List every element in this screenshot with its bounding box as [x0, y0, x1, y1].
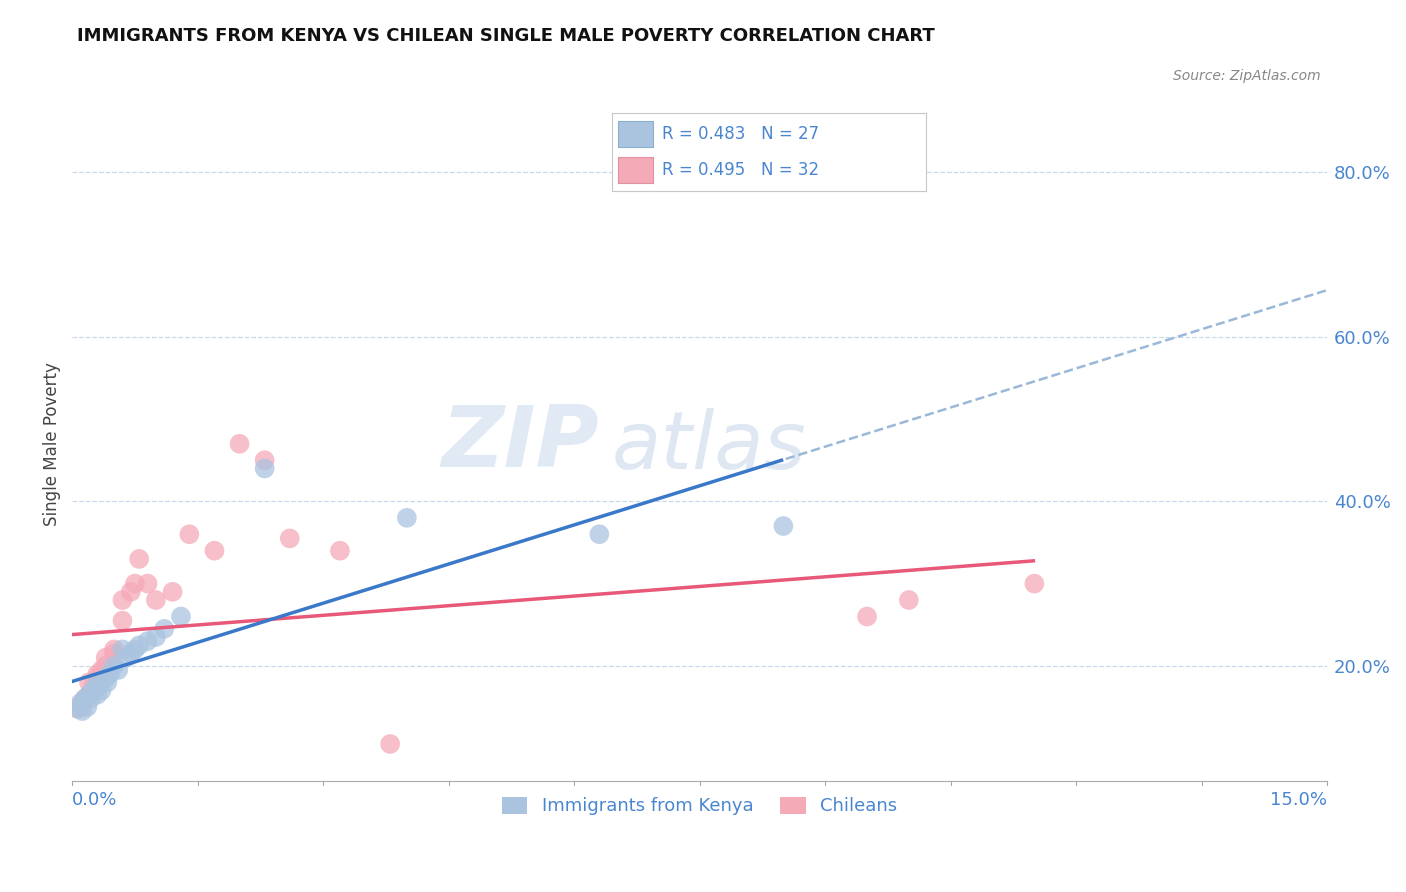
Point [128, 638, 150, 652]
Point [120, 647, 142, 661]
Point [103, 642, 125, 657]
Point [82, 683, 104, 698]
Point [170, 609, 193, 624]
Point [67, 701, 90, 715]
Text: Source: ZipAtlas.com: Source: ZipAtlas.com [1173, 69, 1320, 83]
Point [96, 675, 118, 690]
Point [86, 675, 108, 690]
Point [69, 700, 91, 714]
Point [77, 675, 100, 690]
Point [253, 453, 276, 467]
Point [77, 688, 100, 702]
Point [136, 576, 159, 591]
Point [90, 683, 112, 698]
Point [94, 671, 117, 685]
Point [897, 593, 920, 607]
Y-axis label: Single Male Poverty: Single Male Poverty [44, 362, 60, 525]
Text: atlas: atlas [612, 409, 807, 486]
Text: 15.0%: 15.0% [1270, 791, 1327, 809]
Point [111, 593, 134, 607]
Point [72, 696, 94, 710]
Point [120, 584, 142, 599]
Point [103, 658, 125, 673]
Point [124, 576, 146, 591]
Point [124, 642, 146, 657]
Point [1024, 576, 1046, 591]
Point [153, 622, 176, 636]
Point [77, 688, 100, 702]
Point [162, 584, 184, 599]
Point [179, 527, 201, 541]
Point [588, 527, 610, 541]
Point [86, 688, 108, 702]
Point [228, 437, 250, 451]
Point [90, 663, 112, 677]
Point [86, 675, 108, 690]
Point [82, 680, 104, 694]
Point [76, 700, 98, 714]
Point [329, 543, 352, 558]
Point [86, 667, 108, 681]
Point [772, 519, 794, 533]
Point [128, 552, 150, 566]
Point [145, 630, 167, 644]
Text: ZIP: ZIP [441, 402, 599, 485]
Text: 0.0%: 0.0% [72, 791, 118, 809]
Point [98, 667, 121, 681]
Legend: Immigrants from Kenya, Chileans: Immigrants from Kenya, Chileans [495, 789, 904, 822]
Point [107, 663, 129, 677]
Point [72, 704, 94, 718]
Point [111, 642, 134, 657]
Point [145, 593, 167, 607]
Point [73, 691, 96, 706]
Point [378, 737, 401, 751]
Point [87, 680, 110, 694]
Point [79, 691, 101, 706]
Point [94, 650, 117, 665]
Point [115, 650, 138, 665]
Point [136, 634, 159, 648]
Point [103, 647, 125, 661]
Point [69, 696, 91, 710]
Point [111, 614, 134, 628]
Point [73, 691, 96, 706]
Point [278, 532, 301, 546]
Point [204, 543, 226, 558]
Point [856, 609, 879, 624]
Point [94, 658, 117, 673]
Point [86, 671, 108, 685]
Point [65, 701, 87, 715]
Text: IMMIGRANTS FROM KENYA VS CHILEAN SINGLE MALE POVERTY CORRELATION CHART: IMMIGRANTS FROM KENYA VS CHILEAN SINGLE … [77, 27, 935, 45]
Point [253, 461, 276, 475]
Point [395, 510, 418, 524]
